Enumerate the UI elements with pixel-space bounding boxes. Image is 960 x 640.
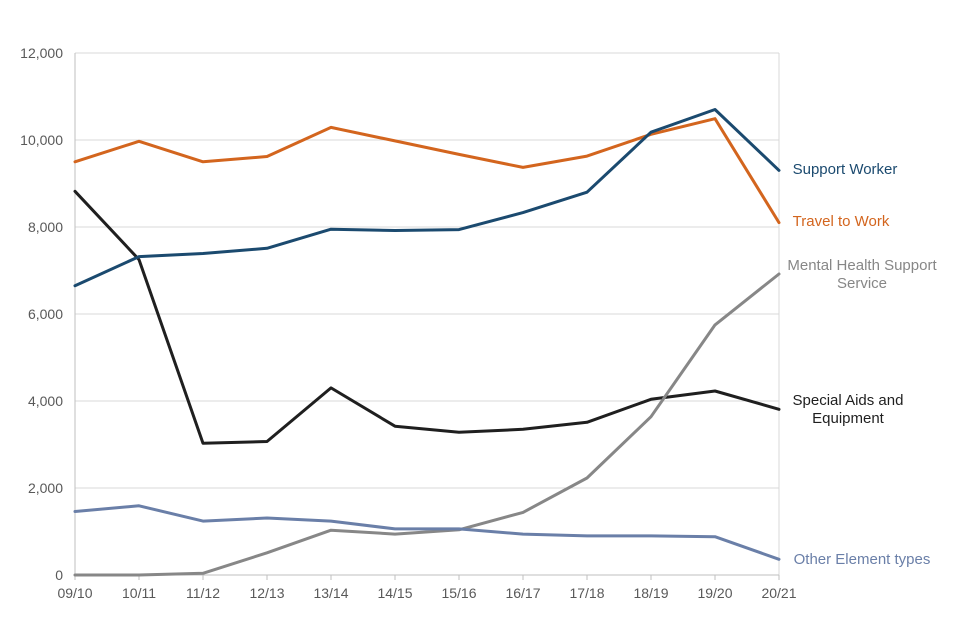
series-label-support-worker: Support Worker (793, 161, 898, 178)
x-tick-label: 18/19 (633, 585, 668, 601)
y-tick-label: 8,000 (28, 219, 63, 235)
x-tick-label: 11/12 (186, 585, 220, 601)
series-lines (73, 108, 781, 577)
y-tick-label: 0 (55, 567, 63, 583)
x-tick-label: 14/15 (377, 585, 412, 601)
series-label-special-aids: Special Aids and (793, 392, 904, 409)
series-line-travel-to-work (73, 117, 781, 225)
x-tick-label: 10/11 (122, 585, 156, 601)
series-label-other-element: Other Element types (794, 551, 931, 568)
y-tick-label: 2,000 (28, 480, 63, 496)
series-line-other-element (73, 504, 781, 561)
x-tick-label: 19/20 (697, 585, 732, 601)
x-tick-label: 17/18 (569, 585, 604, 601)
x-tick-label: 20/21 (761, 585, 796, 601)
y-tick-label: 12,000 (20, 45, 63, 61)
series-label-mental-health: Service (837, 275, 887, 292)
series-line-support-worker (73, 108, 781, 288)
y-tick-label: 6,000 (28, 306, 63, 322)
series-label-special-aids: Equipment (812, 410, 885, 427)
grid (75, 52, 780, 575)
axes: 0 2,000 4,000 6,000 8,000 10,000 12,000 09/10 10… (20, 45, 797, 601)
y-tick-label: 10,000 (20, 132, 63, 148)
x-tick-label: 09/10 (57, 585, 92, 601)
series-line-special-aids (73, 189, 781, 445)
x-tick-label: 16/17 (505, 585, 540, 601)
x-tick-label: 13/14 (313, 585, 348, 601)
x-tick-label: 12/13 (249, 585, 284, 601)
x-tick-label: 15/16 (441, 585, 476, 601)
y-tick-label: 4,000 (28, 393, 63, 409)
series-line-mental-health (73, 272, 781, 577)
series-label-travel-to-work: Travel to Work (793, 213, 890, 230)
series-label-mental-health: Mental Health Support (787, 257, 937, 274)
